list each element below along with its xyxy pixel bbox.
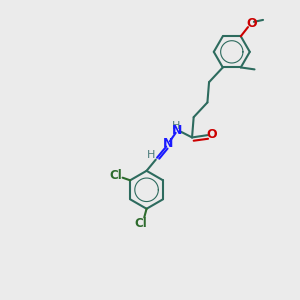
Text: Cl: Cl [134, 217, 147, 230]
Text: H: H [172, 121, 180, 131]
Text: N: N [163, 137, 173, 151]
Text: Cl: Cl [109, 169, 122, 182]
Text: O: O [206, 128, 217, 141]
Text: O: O [247, 17, 257, 30]
Text: H: H [147, 150, 155, 160]
Text: N: N [172, 124, 182, 137]
